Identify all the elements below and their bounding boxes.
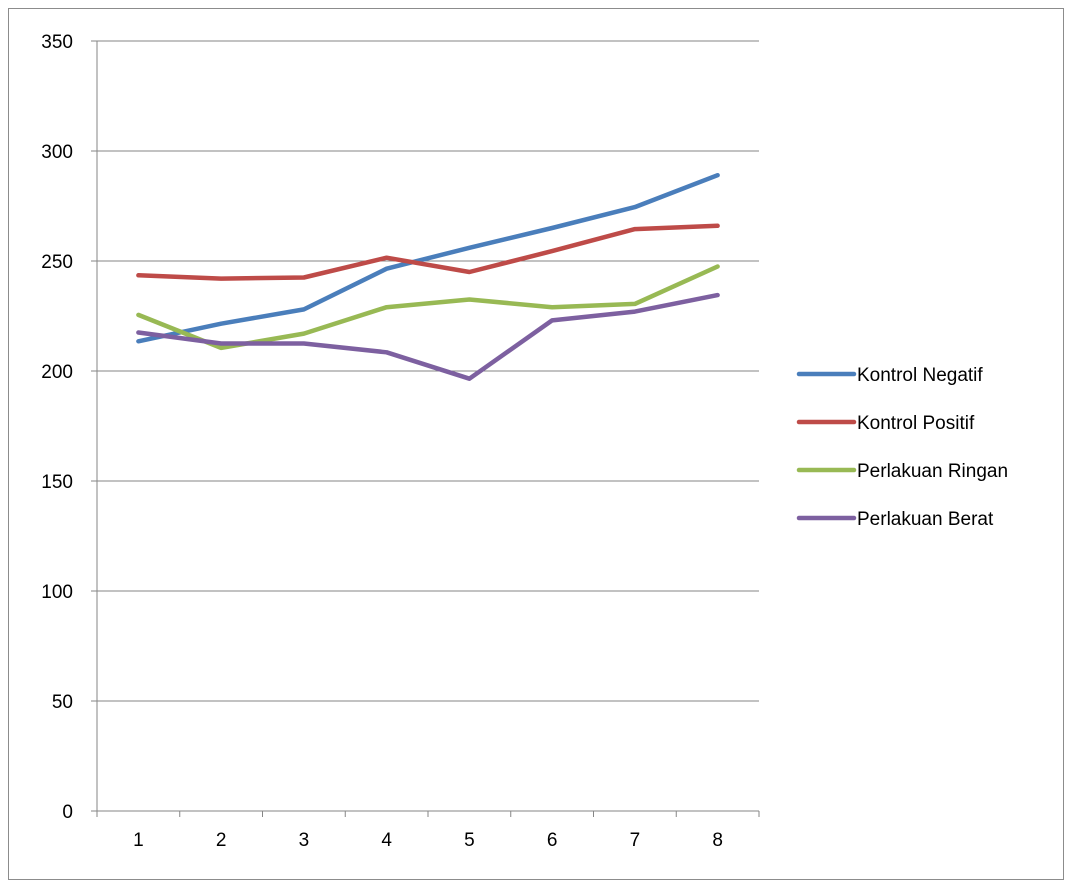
x-tick-label: 7 xyxy=(630,830,641,851)
legend: Kontrol Negatif Kontrol Positif Perlakuan … xyxy=(796,365,1008,530)
axes xyxy=(91,40,760,817)
series-line-kontrol-negatif xyxy=(136,172,720,344)
y-tick-label: 50 xyxy=(52,692,73,713)
y-tick-label: 0 xyxy=(62,802,73,823)
legend-label: Perlakuan Ringan xyxy=(857,461,1008,482)
series-line-perlakuan-berat xyxy=(136,292,720,381)
y-axis-tick-labels: 0 50 100 150 200 250 300 350 xyxy=(41,32,73,823)
x-tick-label: 8 xyxy=(712,830,723,851)
y-tick-label: 100 xyxy=(41,582,73,603)
x-tick-label: 2 xyxy=(216,830,227,851)
series-lines xyxy=(136,172,720,381)
y-tick-label: 200 xyxy=(41,362,73,383)
x-axis-tick-labels: 1 2 3 4 5 6 7 8 xyxy=(133,830,723,851)
gridlines xyxy=(97,40,759,702)
legend-entry-kontrol-negatif: Kontrol Negatif xyxy=(796,365,983,386)
series-line-kontrol-positif xyxy=(136,223,720,281)
legend-entry-perlakuan-ringan: Perlakuan Ringan xyxy=(796,461,1008,482)
x-tick-label: 1 xyxy=(133,830,144,851)
y-tick-label: 150 xyxy=(41,472,73,493)
x-tick-label: 4 xyxy=(381,830,392,851)
legend-label: Kontrol Negatif xyxy=(857,365,983,386)
x-tick-label: 6 xyxy=(547,830,558,851)
chart-frame xyxy=(8,8,1064,880)
y-tick-label: 350 xyxy=(41,32,73,53)
x-tick-label: 3 xyxy=(299,830,310,851)
legend-label: Kontrol Positif xyxy=(857,413,975,434)
y-tick-label: 250 xyxy=(41,252,73,273)
legend-entry-kontrol-positif: Kontrol Positif xyxy=(796,413,975,434)
legend-label: Perlakuan Berat xyxy=(857,509,994,530)
legend-entry-perlakuan-berat: Perlakuan Berat xyxy=(796,509,994,530)
y-tick-label: 300 xyxy=(41,142,73,163)
x-tick-label: 5 xyxy=(464,830,475,851)
